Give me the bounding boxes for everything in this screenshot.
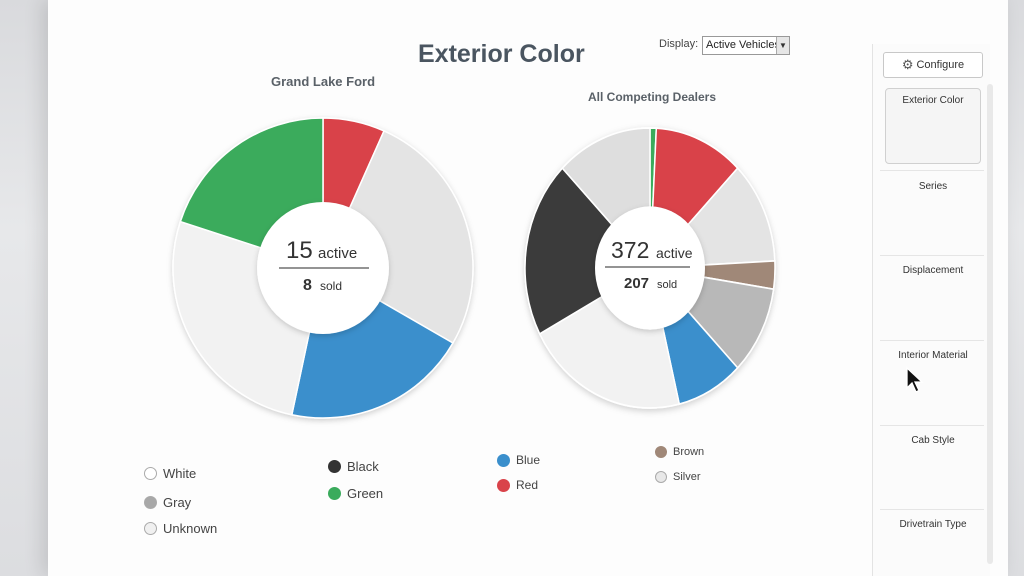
competitor-active-label: active: [656, 245, 693, 261]
legend-label: Black: [347, 459, 379, 474]
divider: [880, 255, 984, 256]
legend-swatch: [328, 460, 341, 473]
legend-swatch: [655, 471, 667, 483]
sidebar-item-exterior-color[interactable]: [885, 88, 981, 164]
display-select[interactable]: Active Vehicles ▼: [702, 36, 790, 55]
chart-title-grand-lake-ford: Grand Lake Ford: [271, 74, 376, 89]
competing-dealers-center: [595, 206, 705, 330]
divider: [880, 509, 984, 510]
legend-item-brown[interactable]: Brown: [655, 446, 704, 458]
donut-chart-competing-dealers[interactable]: [524, 127, 776, 409]
legend-swatch: [144, 522, 157, 535]
legend-item-white[interactable]: White: [144, 466, 196, 481]
legend-label: Blue: [516, 453, 541, 467]
legend-swatch: [144, 467, 157, 480]
legend-label: Green: [347, 486, 384, 501]
divider: [880, 340, 984, 341]
competitor-sold-count: 207: [624, 275, 649, 292]
active-count: 15: [286, 237, 313, 264]
divider: [880, 425, 984, 426]
chart-title-competing-dealers: All Competing Dealers: [588, 90, 717, 104]
mouse-cursor-icon: [906, 366, 924, 393]
sold-label: sold: [320, 279, 342, 293]
sold-count: 8: [303, 277, 312, 294]
legend-label: Unknown: [163, 521, 218, 536]
legend-swatch: [655, 446, 667, 458]
legend-label: White: [163, 466, 197, 481]
legend-item-unknown[interactable]: Unknown: [144, 521, 217, 536]
competitor-sold-label: sold: [657, 279, 677, 291]
legend-label: Gray: [163, 495, 192, 510]
configure-label: Configure: [916, 59, 965, 71]
legend-item-green[interactable]: Green: [328, 486, 383, 501]
active-label: active: [318, 245, 357, 262]
gear-icon: ⚙: [901, 57, 914, 72]
competing-dealers-slice[interactable]: [524, 166, 652, 336]
sidebar-label-drivetrain-type: Drivetrain Type: [899, 519, 967, 530]
divider: [880, 170, 984, 171]
chevron-down-icon[interactable]: ▼: [776, 37, 789, 54]
legend-item-blue[interactable]: Blue: [497, 453, 540, 467]
sidebar-label-interior-material: Interior Material: [898, 350, 968, 361]
sidebar-label-exterior-color: Exterior Color: [902, 95, 964, 106]
sidebar-scrollbar[interactable]: [987, 84, 993, 564]
configure-button[interactable]: ⚙ Configure: [883, 52, 983, 78]
display-select-value: Active Vehicles: [706, 39, 780, 51]
legend-swatch: [497, 453, 510, 467]
sidebar-label-series: Series: [918, 181, 948, 192]
legend-item-black[interactable]: Black: [328, 459, 379, 474]
legend-item-silver[interactable]: Silver: [655, 471, 701, 483]
legend-swatch: [144, 496, 157, 509]
legend-label: Silver: [673, 471, 701, 483]
legend-item-red[interactable]: Red: [497, 478, 538, 492]
competitor-active-count: 372: [611, 237, 649, 263]
legend-label: Brown: [673, 446, 705, 458]
legend-swatch: [328, 487, 341, 500]
legend-label: Red: [516, 478, 539, 492]
display-label: Display:: [659, 38, 699, 50]
page-title: Exterior Color: [418, 40, 585, 68]
sidebar-label-displacement: Displacement: [902, 265, 964, 276]
legend-item-gray[interactable]: Gray: [144, 495, 191, 510]
legend-swatch: [497, 478, 510, 492]
sidebar-label-cab-style: Cab Style: [911, 435, 955, 446]
grand-lake-ford-slice[interactable]: [322, 129, 474, 345]
